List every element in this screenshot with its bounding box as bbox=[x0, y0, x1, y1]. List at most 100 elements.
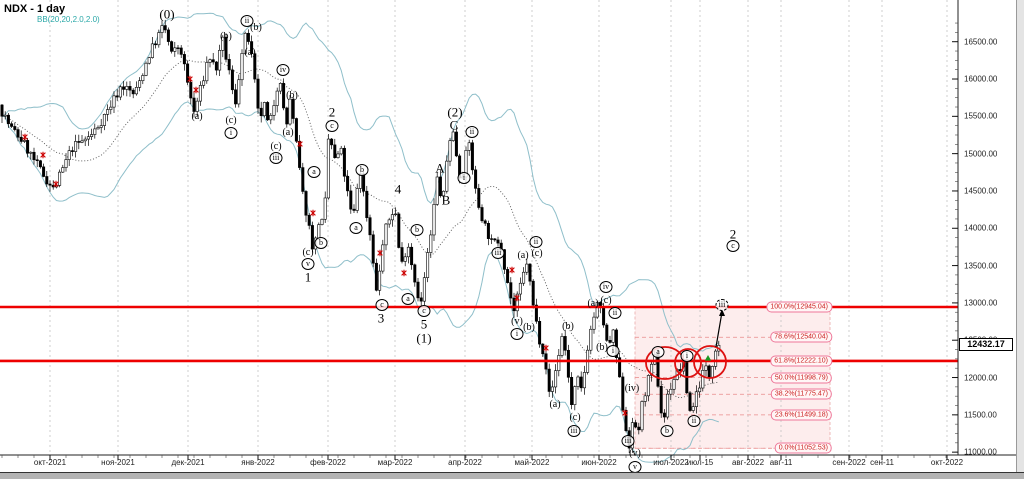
fib-label: 23.6%(11499.18) bbox=[770, 409, 832, 421]
bollinger-lower bbox=[1, 101, 719, 463]
wave-label: (0) bbox=[159, 6, 175, 22]
y-axis-label: 13000.00 bbox=[964, 298, 998, 308]
wave-label: (c) bbox=[302, 247, 314, 258]
wave-label: c bbox=[417, 305, 431, 317]
sell-marker bbox=[509, 266, 515, 274]
x-axis-label: мар-2022 bbox=[377, 458, 413, 467]
wave-label: c bbox=[726, 240, 740, 252]
x-axis-label: июл-2022 bbox=[653, 458, 689, 467]
wave-label: i bbox=[510, 328, 524, 340]
y-axis-label: 11000.00 bbox=[964, 447, 997, 457]
wave-label: 2 bbox=[729, 226, 737, 242]
wave-label: i bbox=[457, 172, 471, 184]
wave-label: b bbox=[410, 224, 424, 236]
x-axis-label: дек-2021 bbox=[171, 458, 205, 467]
wave-label: ii bbox=[465, 126, 479, 138]
y-axis-label: 16500.00 bbox=[964, 37, 998, 47]
sell-marker bbox=[297, 140, 303, 148]
wave-label: (b) bbox=[523, 322, 535, 333]
wave-label: b bbox=[314, 237, 328, 249]
x-axis-label: авг-2022 bbox=[731, 458, 765, 467]
sell-marker bbox=[193, 86, 199, 94]
fib-label: 50.0%(11998.79) bbox=[770, 372, 832, 384]
wave-label: (b) bbox=[250, 22, 262, 33]
fib-label: 0.0%(11052.53) bbox=[774, 442, 832, 454]
x-axis-label: авг-11 bbox=[769, 458, 793, 467]
wave-label: (c) bbox=[569, 412, 581, 423]
x-axis-label: окт-2021 bbox=[33, 458, 67, 467]
wave-label: (1) bbox=[416, 330, 432, 346]
x-axis-label: фев-2022 bbox=[310, 458, 346, 467]
current-price-tag: 12432.17 bbox=[959, 338, 1013, 351]
y-axis-label: 15000.00 bbox=[964, 149, 998, 159]
highlight-circles bbox=[645, 345, 727, 380]
y-axis-label: 16000.00 bbox=[964, 74, 998, 84]
projection-arrow bbox=[715, 311, 723, 348]
bollinger-bands bbox=[1, 12, 720, 463]
wave-label: (v) bbox=[511, 316, 523, 327]
wave-label: (c) bbox=[225, 115, 237, 126]
wave-label: iii bbox=[621, 435, 635, 447]
wave-label: (c) bbox=[600, 295, 612, 306]
wave-label: a bbox=[401, 293, 415, 305]
sell-marker bbox=[622, 409, 628, 417]
wave-label: b bbox=[355, 164, 369, 176]
wave-label: (a) bbox=[282, 127, 294, 138]
x-axis-label: окт-2022 bbox=[930, 458, 964, 467]
wave-label: (a) bbox=[244, 47, 256, 58]
wave-label: 5 bbox=[420, 316, 428, 332]
wave-label: (a) bbox=[517, 250, 529, 261]
trade-markers bbox=[22, 75, 712, 417]
x-axis-label: сен-2022 bbox=[832, 458, 866, 467]
wave-label: c bbox=[375, 299, 389, 311]
wave-label: (b) bbox=[220, 31, 232, 42]
sell-marker bbox=[377, 249, 383, 257]
y-axis-label: 13500.00 bbox=[964, 261, 998, 271]
sell-marker bbox=[401, 269, 407, 277]
wave-label: ii bbox=[687, 415, 701, 427]
wave-label: 3 bbox=[377, 310, 385, 326]
wave-label: (b) bbox=[596, 342, 608, 353]
wave-label: a bbox=[651, 346, 665, 358]
y-axis-label: 15500.00 bbox=[964, 111, 998, 121]
buy-marker bbox=[704, 355, 712, 361]
wave-label: i bbox=[606, 345, 620, 357]
indicator-label[interactable]: BB(20,20,2.0,2.0) bbox=[37, 15, 100, 24]
wave-label: b bbox=[660, 425, 674, 437]
sell-marker bbox=[543, 344, 549, 352]
candles bbox=[0, 19, 721, 454]
sell-marker bbox=[40, 151, 46, 159]
wave-label: (a) bbox=[191, 111, 203, 122]
wave-label: (b) bbox=[286, 90, 298, 101]
chart-title: NDX - 1 day bbox=[4, 3, 66, 15]
window-right-edge[interactable] bbox=[1016, 0, 1024, 472]
fib-label: 61.8%(12222.10) bbox=[770, 355, 832, 367]
wave-label: iv bbox=[599, 281, 613, 293]
axes bbox=[0, 0, 1024, 460]
sell-marker bbox=[310, 209, 316, 217]
fib-label: 78.6%(12540.04) bbox=[770, 331, 832, 343]
sell-marker bbox=[514, 294, 520, 302]
wave-label: (iv) bbox=[624, 383, 640, 394]
x-axis-label: апр-2022 bbox=[448, 458, 482, 467]
wave-label: ii bbox=[240, 15, 254, 27]
sell-marker bbox=[53, 180, 59, 188]
wave-label: v bbox=[301, 258, 315, 270]
y-axis-label: 11500.00 bbox=[964, 410, 997, 420]
wave-label: A bbox=[435, 160, 445, 176]
wave-label: a bbox=[307, 166, 321, 178]
fib-label: 38.2%(11775.47) bbox=[770, 388, 832, 400]
wave-label: a bbox=[349, 222, 363, 234]
wave-label: iii bbox=[269, 152, 283, 164]
x-axis-label: ноя-2021 bbox=[101, 458, 135, 467]
wave-label: iii bbox=[567, 425, 581, 437]
wave-label: iii bbox=[715, 299, 729, 311]
wave-label: c bbox=[325, 120, 339, 132]
window-bottom-edge bbox=[0, 472, 1024, 479]
wave-label: B bbox=[441, 192, 451, 208]
wave-label: 1 bbox=[304, 269, 312, 285]
fib-label: 100.0%(12945.04) bbox=[766, 301, 832, 313]
wave-label: ii bbox=[529, 236, 543, 248]
